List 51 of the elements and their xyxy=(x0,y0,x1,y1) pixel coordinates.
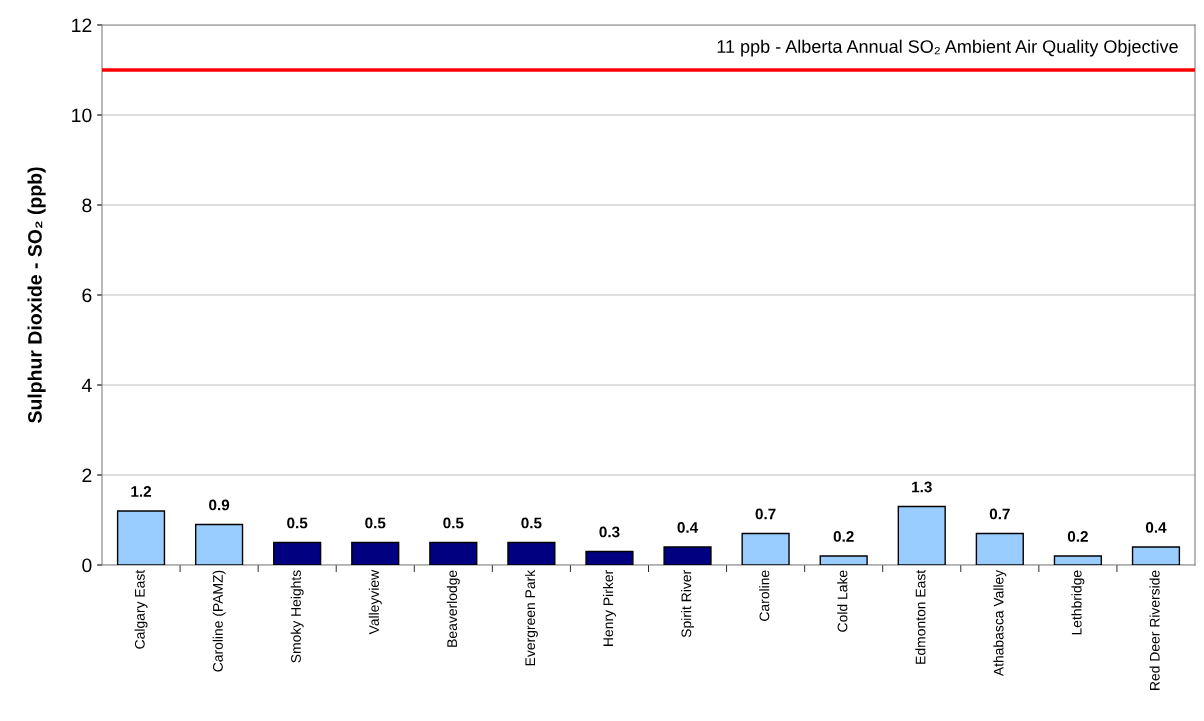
bar xyxy=(1053,555,1103,565)
bar xyxy=(975,532,1024,565)
data-label: 0.5 xyxy=(443,517,464,529)
data-label: 0.4 xyxy=(1145,522,1167,533)
data-label: 0.9 xyxy=(209,499,230,511)
data-label: 1.2 xyxy=(131,486,152,497)
data-label: 0.7 xyxy=(989,508,1010,520)
data-label: 0.5 xyxy=(287,517,308,529)
x-tick-label: Calgary East xyxy=(134,569,148,649)
x-tick-label: Athabasca Valley xyxy=(993,569,1007,677)
data-label: 0.5 xyxy=(365,517,386,529)
x-tick-label: Edmonton East xyxy=(915,569,926,664)
y-tick-label: 10 xyxy=(72,108,92,123)
data-label: 0.4 xyxy=(677,522,699,533)
x-tick-label: Beaverlodge xyxy=(446,570,460,647)
x-tick-label: Red Deer Riverside xyxy=(1149,570,1160,690)
y-tick-label: 12 xyxy=(72,18,92,33)
x-tick-label: Henry Pirker xyxy=(602,570,616,646)
data-label: 0.3 xyxy=(599,526,620,538)
bar xyxy=(585,550,634,565)
x-tick-label: Smoky Heights xyxy=(290,570,304,663)
bar xyxy=(819,555,868,565)
ref-line-label: 11 ppb - Alberta Annual SO₂ Ambient Air Quality Objective xyxy=(717,39,1178,57)
bar xyxy=(194,523,244,565)
y-tick-label: 8 xyxy=(82,198,92,213)
data-label: 0.2 xyxy=(1067,531,1088,542)
x-tick-label: Caroline xyxy=(759,570,770,621)
bar xyxy=(429,541,478,565)
x-tick-label: Evergreen Park xyxy=(524,569,538,666)
data-label: 1.3 xyxy=(912,481,932,493)
bar xyxy=(507,541,556,565)
y-axis-title: Sulphur Dioxide - SO₂ (ppb) xyxy=(27,167,46,423)
x-tick-label: Lethbridge xyxy=(1071,570,1085,635)
x-tick-label: Caroline (PAMZ) xyxy=(212,570,226,672)
bar xyxy=(273,541,322,565)
bar xyxy=(663,546,712,565)
bar xyxy=(116,510,166,565)
x-tick-label: Valleyview xyxy=(368,569,382,635)
y-tick-label: 0 xyxy=(82,558,92,573)
bar xyxy=(741,532,790,565)
x-tick-label: Cold Lake xyxy=(837,570,848,632)
data-label: 0.5 xyxy=(521,517,542,529)
bar xyxy=(351,541,400,565)
y-tick-label: 2 xyxy=(82,468,92,483)
y-tick-label: 6 xyxy=(82,288,92,303)
data-label: 0.2 xyxy=(833,531,854,542)
x-tick-label: Spirit River xyxy=(681,570,695,638)
data-label: 0.7 xyxy=(755,508,776,520)
y-tick-label: 4 xyxy=(81,378,92,393)
bar xyxy=(897,505,946,565)
bar xyxy=(1131,546,1181,565)
